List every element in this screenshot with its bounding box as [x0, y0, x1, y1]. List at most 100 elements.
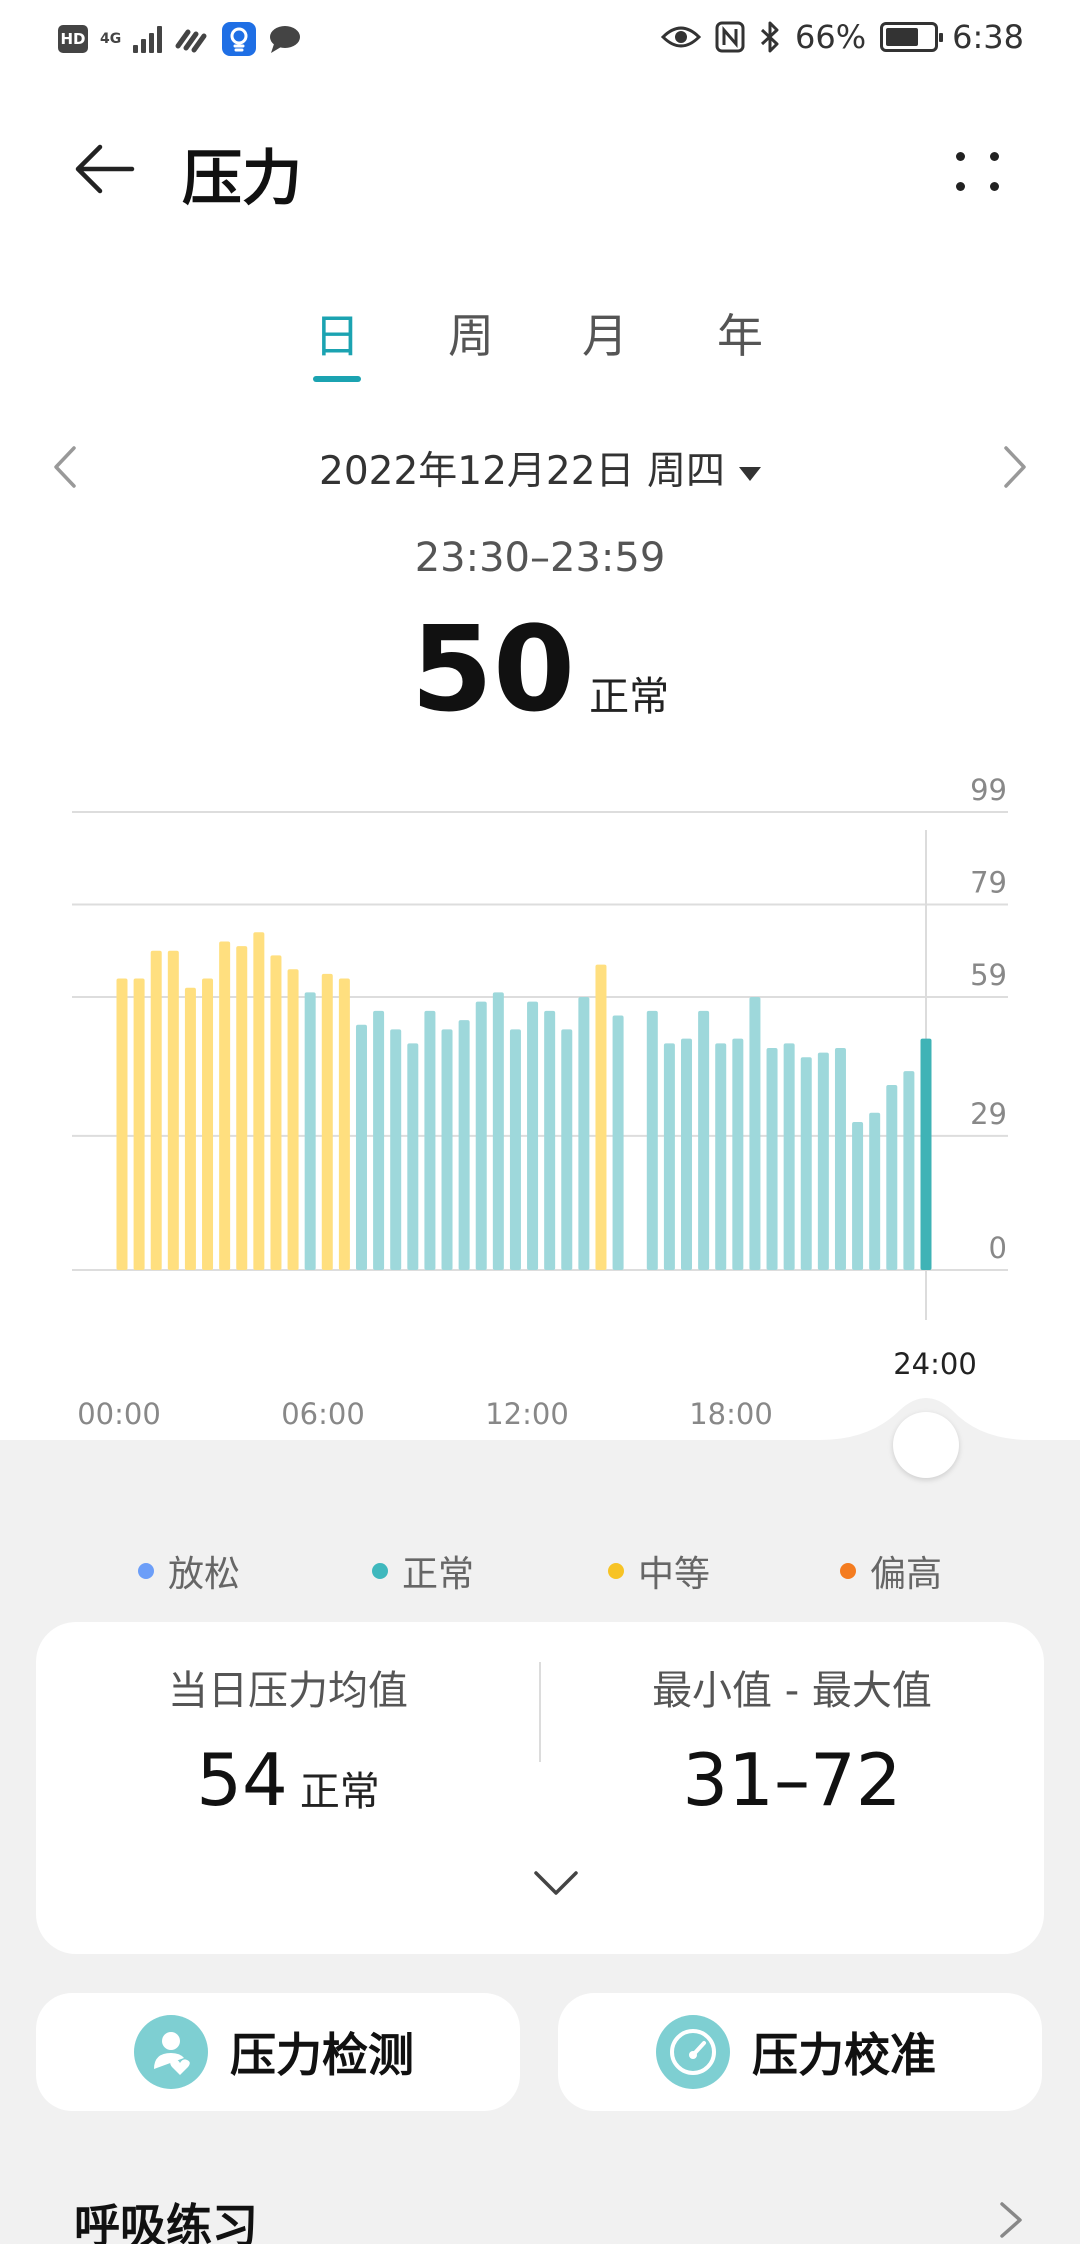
chart-bar: [116, 978, 128, 1270]
chart-bar: [167, 950, 179, 1270]
chart-bar: [150, 950, 162, 1270]
legend-relaxed: 放松: [138, 1545, 240, 1597]
tab-year[interactable]: 年: [717, 309, 763, 363]
legend-moderate: 中等: [608, 1545, 710, 1597]
minmax-value: 31–72: [682, 1738, 902, 1822]
chart-bar: [817, 1052, 829, 1270]
chart-bar: [458, 1020, 470, 1270]
stress-bar-chart[interactable]: 0 29 59 79 99 00:00 06:00 12:00 18:00 24:00: [0, 760, 1080, 1460]
date-picker[interactable]: 2022年12月22日 周四: [0, 440, 1080, 496]
chart-bar: [236, 946, 248, 1270]
stress-calibrate-button[interactable]: 压力校准: [558, 1993, 1042, 2111]
chart-bar: [509, 1029, 521, 1270]
chart-bar: [715, 1043, 727, 1270]
more-options-icon[interactable]: [948, 140, 1008, 200]
nfc-icon: [715, 21, 745, 53]
chart-bar: [287, 969, 299, 1270]
stat-divider: [539, 1662, 541, 1762]
average-stat: 当日压力均值 54 正常: [36, 1658, 540, 1822]
chart-bar: [834, 1047, 846, 1270]
legend-high: 偏高: [840, 1545, 942, 1597]
date-row: 2022年12月22日 周四: [0, 440, 1080, 500]
summary-card: 当日压力均值 54 正常 最小值 - 最大值 31–72: [36, 1622, 1044, 1954]
x-tick-label: 06:00: [281, 1397, 365, 1431]
chart-bar: [595, 964, 607, 1270]
chart-bar: [338, 978, 350, 1270]
chart-bar: [869, 1112, 881, 1270]
chart-bar: [355, 1024, 367, 1270]
chart-bar: [681, 1038, 693, 1270]
signal-icon: [133, 25, 163, 53]
average-label: 当日压力均值: [168, 1668, 408, 1714]
previous-day-icon[interactable]: [40, 442, 90, 492]
relaxed-dot-icon: [138, 1563, 154, 1579]
next-day-icon[interactable]: [990, 442, 1040, 492]
eye-icon: [661, 26, 702, 48]
page-title: 压力: [182, 144, 302, 214]
tab-day[interactable]: 日: [314, 309, 360, 363]
chart-bar: [783, 1043, 795, 1270]
average-level: 正常: [299, 1769, 380, 1815]
chart-bar: [886, 1084, 898, 1270]
back-arrow-icon[interactable]: [70, 134, 140, 204]
chart-bar: [492, 992, 504, 1270]
x-tick-label: 12:00: [485, 1397, 569, 1431]
battery-icon: [880, 22, 944, 52]
x-tick-label-selected: 24:00: [893, 1347, 977, 1381]
gauge-icon: [656, 2015, 730, 2089]
stress-detect-label: 压力检测: [230, 2028, 414, 2082]
high-dot-icon: [840, 1563, 856, 1579]
chart-bar: [321, 973, 333, 1270]
chart-bar: [184, 987, 196, 1270]
x-tick-label: 00:00: [77, 1397, 161, 1431]
clock-time: 6:38: [952, 18, 1024, 56]
y-tick-label: 0: [989, 1231, 1007, 1265]
chart-bar: [219, 941, 231, 1270]
chart-legend: 放松 正常 中等 偏高: [0, 1545, 1080, 1595]
y-tick-label: 59: [970, 958, 1007, 992]
tab-month[interactable]: 月: [582, 309, 628, 363]
chart-bar: [373, 1010, 385, 1270]
battery-percent: 66%: [795, 18, 867, 56]
y-tick-label: 99: [970, 773, 1007, 807]
normal-dot-icon: [372, 1563, 388, 1579]
moderate-dot-icon: [608, 1563, 624, 1579]
stress-detect-button[interactable]: 压力检测: [36, 1993, 520, 2111]
dropdown-triangle-icon: [738, 466, 761, 481]
chart-bar: [544, 1010, 556, 1270]
legend-normal: 正常: [372, 1545, 474, 1597]
breathing-exercise-link[interactable]: 呼吸练习: [74, 2199, 258, 2244]
chart-bar: [441, 1029, 453, 1270]
average-value: 54: [196, 1738, 288, 1822]
chart-bar: [663, 1043, 675, 1270]
chart-bar: [561, 1029, 573, 1270]
chart-bar: [202, 978, 214, 1270]
period-tabs: 日 周 月 年: [0, 300, 1080, 390]
tab-week[interactable]: 周: [448, 309, 494, 363]
selected-time-range: 23:30–23:59: [414, 535, 666, 581]
chart-bar: [475, 1001, 487, 1270]
chart-scrub-handle[interactable]: [893, 1412, 959, 1478]
stress-level: 正常: [589, 674, 670, 720]
chart-bar: [424, 1010, 436, 1270]
tab-indicator: [313, 376, 361, 382]
bluetooth-icon: [760, 21, 779, 53]
chart-bar: [800, 1057, 812, 1270]
chart-bar: [698, 1010, 710, 1270]
x-tick-label: 18:00: [689, 1397, 773, 1431]
chevron-right-icon[interactable]: [994, 2200, 1028, 2240]
chart-bar: [407, 1043, 419, 1270]
y-tick-label: 79: [970, 866, 1007, 900]
chart-bar: [133, 978, 145, 1270]
message-icon: [270, 26, 301, 53]
expand-chevron-icon[interactable]: [532, 1868, 580, 1898]
chart-bar: [749, 997, 761, 1270]
chart-bar: [920, 1038, 932, 1270]
bulb-icon: [222, 22, 257, 56]
chart-bar: [578, 997, 590, 1270]
chart-curve-divider: [0, 1398, 1080, 1450]
stress-value: 50: [410, 600, 576, 738]
minmax-stat: 最小值 - 最大值 31–72: [540, 1658, 1044, 1822]
date-label: 2022年12月22日 周四: [319, 449, 725, 494]
hd-icon: HD: [58, 25, 88, 53]
